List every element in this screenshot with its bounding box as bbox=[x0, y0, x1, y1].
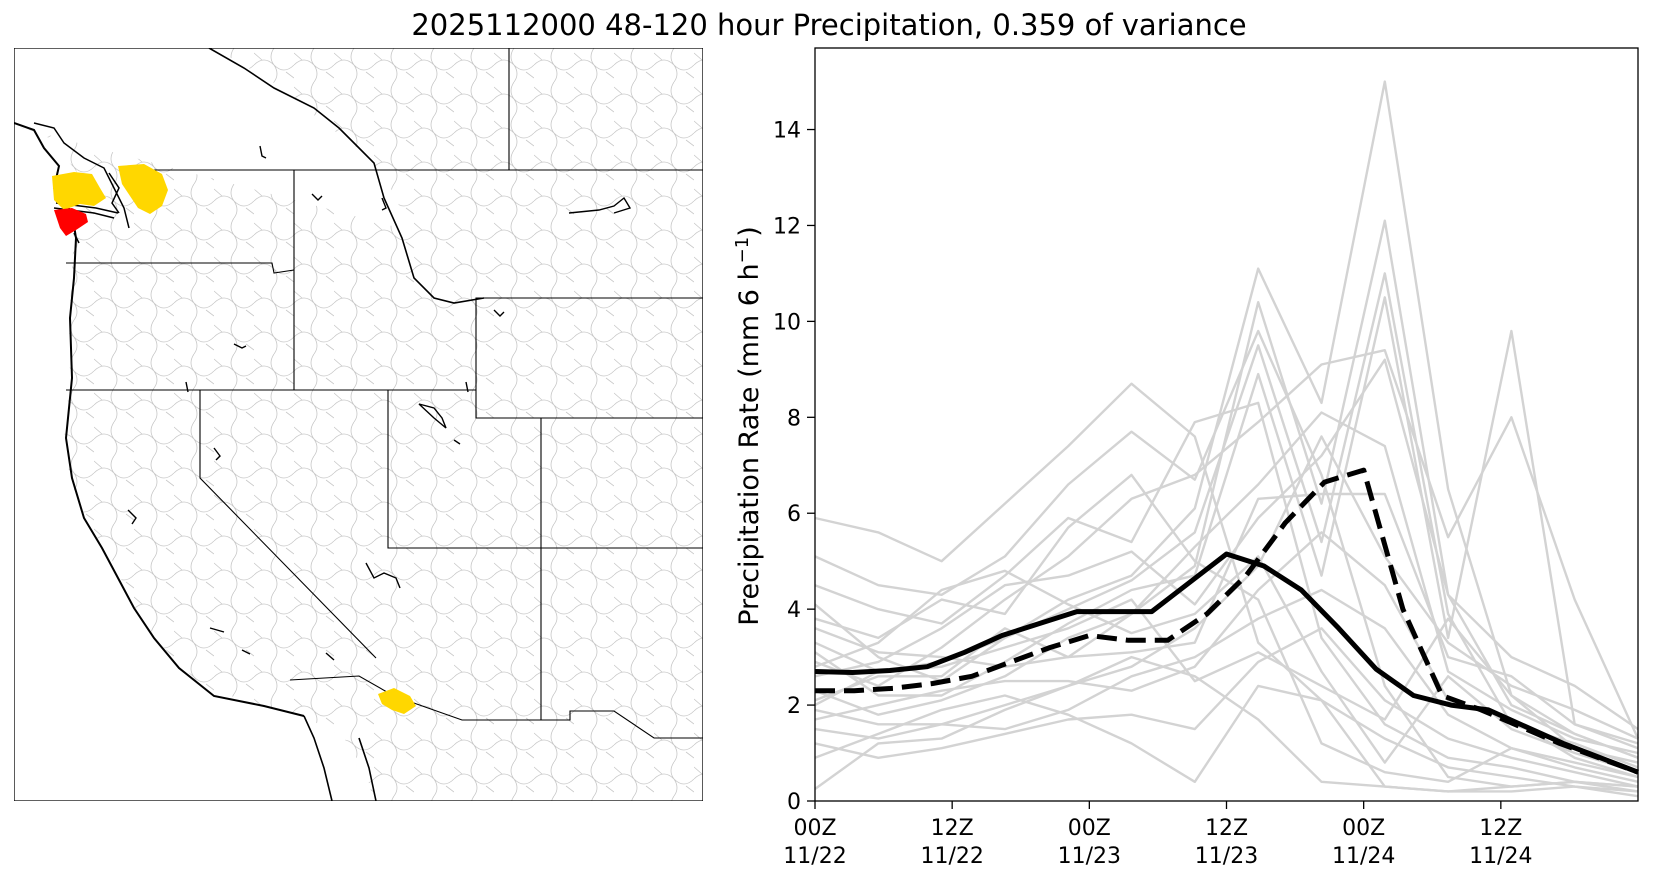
y-axis-label: Precipitation Rate (mm 6 h−1) bbox=[732, 226, 765, 626]
series-line-member-18 bbox=[814, 401, 1639, 788]
series-line-member-09 bbox=[814, 411, 1639, 755]
land-basins bbox=[14, 48, 703, 801]
y-tick-label: 12 bbox=[773, 214, 801, 239]
y-tick-label: 8 bbox=[787, 406, 801, 431]
highlight-region-yellow-wa bbox=[52, 172, 106, 210]
canada-coast bbox=[208, 47, 485, 304]
western-us-map bbox=[13, 47, 704, 802]
x-tick-label-date: 11/24 bbox=[1469, 844, 1532, 869]
x-tick-label-time: 12Z bbox=[1205, 816, 1248, 841]
series-line-selected-members-mean bbox=[815, 467, 1639, 775]
lakes bbox=[127, 145, 632, 661]
y-tick-label: 6 bbox=[787, 502, 801, 527]
series-line-member-02 bbox=[814, 329, 1639, 788]
baja-coast bbox=[303, 715, 377, 802]
series-line-member-13 bbox=[814, 588, 1639, 783]
highlight-region-yellow-az bbox=[378, 688, 416, 714]
series-line-member-20 bbox=[814, 598, 1639, 759]
series-line-ensemble-mean bbox=[814, 551, 1639, 775]
x-tick-label-time: 00Z bbox=[793, 816, 836, 841]
series-line-member-07 bbox=[814, 349, 1640, 740]
x-tick-label-date: 11/22 bbox=[920, 844, 983, 869]
series-line-member-11 bbox=[814, 435, 1639, 740]
series-line-member-16 bbox=[814, 655, 1639, 793]
x-tick-label-time: 12Z bbox=[931, 816, 974, 841]
series-line-member-08 bbox=[814, 358, 1639, 731]
highlight-region-yellow-cascades bbox=[118, 164, 168, 214]
series-line-member-10 bbox=[814, 492, 1639, 750]
y-tick-label: 10 bbox=[773, 310, 801, 335]
x-tick-label-date: 11/22 bbox=[783, 844, 846, 869]
x-tick-label-date: 11/23 bbox=[1058, 844, 1121, 869]
x-tick-label-time: 00Z bbox=[1068, 816, 1111, 841]
x-tick-label-time: 12Z bbox=[1479, 816, 1522, 841]
x-axis-ticks: 00Z 11/22 12Z 11/22 00Z 11/23 12Z 11/23 00Z 11/24… bbox=[783, 801, 1533, 869]
series-line-member-03 bbox=[814, 80, 1639, 764]
series-line-member-15 bbox=[814, 684, 1639, 793]
y-tick-label: 0 bbox=[787, 790, 801, 815]
coastline bbox=[13, 122, 305, 717]
x-tick-label-time: 00Z bbox=[1342, 816, 1385, 841]
x-tick-label-date: 11/24 bbox=[1332, 844, 1395, 869]
y-tick-label: 4 bbox=[787, 598, 801, 623]
series-line-member-17 bbox=[814, 473, 1639, 783]
highlight-region-red-olympic bbox=[54, 208, 88, 236]
y-tick-label: 2 bbox=[787, 694, 801, 719]
map-panel bbox=[13, 47, 704, 802]
y-tick-label: 14 bbox=[773, 119, 801, 144]
series-line-member-01 bbox=[814, 382, 1639, 798]
means-layer bbox=[814, 467, 1639, 775]
chart-title: 2025112000 48-120 hour Precipitation, 0.… bbox=[411, 8, 1247, 42]
y-axis-ticks: 0 2 4 6 8 10 12 14 bbox=[773, 119, 815, 815]
ensemble-members-layer bbox=[814, 80, 1640, 798]
x-tick-label-date: 11/23 bbox=[1195, 844, 1258, 869]
